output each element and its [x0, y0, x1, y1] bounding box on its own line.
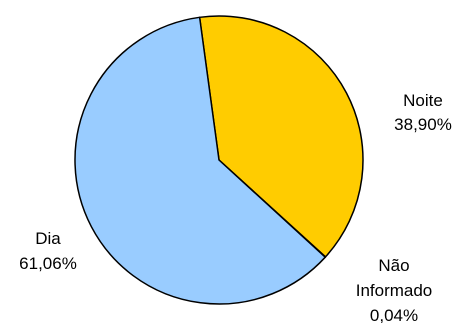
label-nao-informado-line2: Informado: [356, 281, 433, 300]
label-dia-value: 61,06%: [19, 254, 77, 273]
label-nao-informado-value: 0,04%: [370, 306, 418, 323]
pie-labels: Noite 38,90% Não Informado 0,04% Dia 61,…: [19, 91, 452, 323]
label-nao-informado-line1: Não: [378, 256, 409, 275]
label-noite-value: 38,90%: [394, 115, 452, 134]
pie-slices: [74, 15, 364, 305]
pie-slice-dia: [74, 16, 326, 305]
label-noite-name: Noite: [403, 91, 443, 110]
label-dia-name: Dia: [35, 229, 61, 248]
pie-slice-noite: [198, 15, 364, 258]
